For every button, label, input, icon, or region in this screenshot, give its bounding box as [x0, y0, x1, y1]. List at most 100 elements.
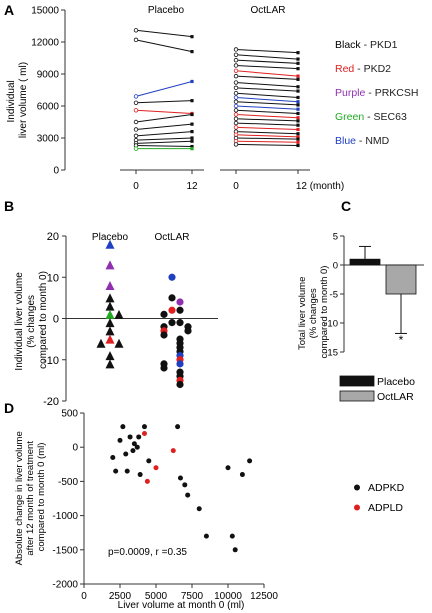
placebo-point: [105, 301, 115, 311]
series-point-end: [296, 61, 300, 65]
series-line: [235, 70, 299, 77]
panel-c-axis: -15 -10 -5 0 5: [324, 232, 424, 359]
series-line: [235, 114, 299, 119]
y-tick-label: 500: [61, 409, 78, 420]
point-adpkd: [137, 472, 143, 478]
series-line: [235, 54, 299, 60]
point-adpld: [144, 478, 150, 484]
legend-swatch: [339, 390, 375, 402]
y-tick-label: 3000: [37, 134, 60, 145]
legend-gene: - PKD2: [354, 63, 391, 75]
legend-entry: Red - PKD2: [335, 63, 391, 75]
series-point-start: [233, 57, 239, 63]
series-point-end: [296, 123, 300, 127]
series-point-end: [296, 135, 300, 139]
series-point-end: [190, 50, 194, 54]
y-tick-label: 0: [333, 261, 338, 272]
octlar-point: [168, 294, 176, 302]
series-line: [235, 118, 299, 122]
series-point-start: [233, 47, 239, 52]
point-adpkd: [124, 468, 130, 474]
series-point-end: [296, 132, 300, 136]
legend-color-word: Blue: [335, 135, 356, 147]
panel-b-axis: -20 -10 0 10 20: [43, 231, 218, 408]
series-point-start: [233, 120, 239, 126]
placebo-point: [105, 239, 115, 249]
y-tick-label: -500: [58, 477, 78, 488]
series-line: [235, 109, 299, 114]
panel-b-ylabel-line-2: (% changes: [26, 295, 37, 348]
series-line: [135, 39, 193, 53]
placebo-point: [105, 318, 115, 328]
series-line: [135, 114, 193, 123]
series-line: [235, 105, 299, 110]
y-tick-label: 9000: [37, 70, 60, 81]
series-point-end: [296, 111, 300, 116]
x-tick-label: 0: [233, 181, 239, 192]
series-line: [135, 80, 193, 97]
legend-color-word: Purple: [335, 87, 366, 99]
series-point-end: [296, 89, 300, 93]
series-line: [235, 122, 299, 126]
y-tick-label: 10: [47, 272, 59, 284]
point-adpkd: [113, 468, 119, 474]
series-point-end: [190, 112, 194, 117]
point-adpkd: [131, 441, 137, 447]
octlar-point: [160, 310, 168, 318]
series-point-start: [233, 95, 239, 100]
octlar-point: [176, 360, 184, 368]
series-point-end: [296, 51, 300, 55]
series-point-end: [190, 144, 194, 149]
y-tick-label: 5: [333, 232, 338, 243]
series-point-end: [190, 130, 194, 134]
series-line: [135, 100, 193, 104]
series-point-end: [296, 116, 300, 120]
series-point-end: [190, 139, 194, 143]
series-point-end: [190, 122, 194, 126]
series-line: [235, 48, 299, 54]
point-adpkd: [177, 475, 183, 481]
point-adpld: [153, 465, 159, 471]
series-line: [235, 143, 299, 146]
octlar-point: [160, 364, 168, 372]
placebo-point: [105, 309, 115, 319]
x-tick-label: 12: [186, 181, 198, 192]
series-point-start: [233, 108, 239, 113]
point-adpkd: [182, 482, 188, 488]
panel-a: A Individual liver volume ( ml) 0 3000 600…: [4, 2, 418, 192]
octlar-point: [176, 319, 184, 327]
panel-a-lines: [133, 28, 300, 151]
y-tick-label: 15000: [31, 6, 59, 17]
legend-marker: [354, 504, 360, 511]
series-line: [135, 140, 193, 144]
panel-a-label: A: [4, 2, 14, 18]
point-adpkd: [146, 458, 152, 464]
legend-gene: - PKD1: [361, 39, 398, 51]
series-point-end: [190, 147, 194, 151]
series-line: [135, 144, 193, 148]
y-tick-label: -15: [324, 348, 338, 359]
series-point-start: [133, 28, 139, 33]
point-adpkd: [136, 434, 142, 440]
series-point-end: [296, 143, 300, 148]
series-line: [235, 101, 299, 106]
series-point-end: [296, 100, 300, 104]
series-line: [235, 134, 299, 138]
series-point-end: [296, 95, 300, 100]
panel-d-points: [110, 424, 253, 553]
panel-d: D Absolute change in liver volume after …: [4, 400, 405, 611]
series-point-start: [233, 103, 239, 109]
series-point-start: [233, 85, 239, 91]
series-point-start: [233, 99, 239, 104]
placebo-point: [105, 260, 115, 270]
series-point-start: [233, 80, 239, 85]
panel-c-ylabel-line-1: Total liver volume: [297, 277, 308, 350]
placebo-point: [105, 334, 115, 344]
series-point-end: [296, 85, 300, 89]
series-point-start: [133, 119, 139, 125]
legend-marker: [354, 484, 360, 491]
series-line: [235, 137, 299, 140]
series-point-start: [233, 73, 239, 79]
